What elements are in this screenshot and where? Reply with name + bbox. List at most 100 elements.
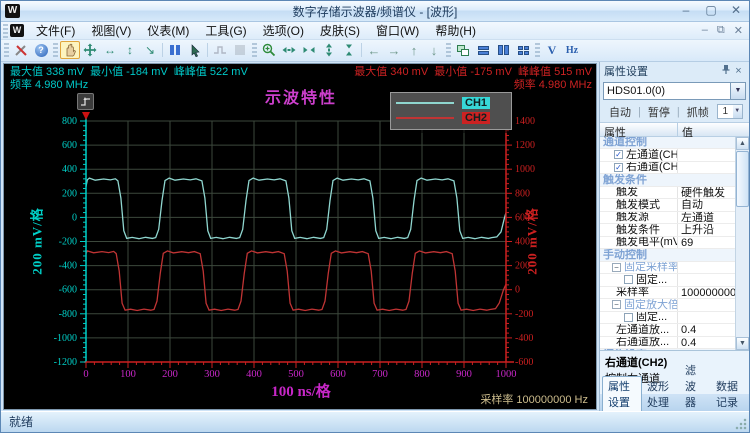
- pan-right-button[interactable]: →: [387, 42, 401, 58]
- instrument-config-button[interactable]: [11, 41, 31, 59]
- toolbar-grip-5[interactable]: [535, 43, 540, 58]
- checkbox-checked[interactable]: ✓: [614, 150, 623, 160]
- menu-item-3[interactable]: 仪表(M): [147, 23, 190, 38]
- menu-item-1[interactable]: 文件(F): [36, 23, 76, 38]
- pan-down-button[interactable]: ↓: [430, 42, 438, 58]
- property-row-prop[interactable]: 触发模式 自动: [600, 199, 749, 212]
- scroll-down-icon[interactable]: ▼: [736, 336, 749, 350]
- property-value[interactable]: 69: [681, 236, 694, 249]
- single-capture-button[interactable]: [210, 41, 230, 59]
- menubar-grip[interactable]: [3, 23, 8, 38]
- help-button[interactable]: ?: [31, 41, 51, 59]
- arrange-grid-button[interactable]: [513, 41, 533, 59]
- scrollbar[interactable]: ▲ ▼: [735, 136, 749, 350]
- checkbox-unchecked[interactable]: [624, 312, 633, 322]
- checkbox-unchecked[interactable]: [624, 275, 633, 285]
- device-select[interactable]: HDS01.0(0) ▼: [603, 81, 746, 100]
- menu-item-8[interactable]: 帮助(H): [435, 23, 476, 38]
- move-button[interactable]: [80, 41, 100, 59]
- property-row-prop[interactable]: 右通道放... 0.4: [600, 336, 749, 350]
- pan-up-button[interactable]: ↑: [410, 42, 418, 58]
- mdi-restore-button[interactable]: ⧉: [716, 24, 725, 37]
- panel-tab-3[interactable]: 滤波器: [685, 364, 696, 409]
- resize-grip[interactable]: [735, 417, 747, 430]
- grab-frames-button[interactable]: 抓帧: [686, 106, 709, 119]
- property-value[interactable]: 上升沿: [681, 224, 714, 236]
- waveform-plot[interactable]: 800 600 400 200 0 -200 -400 -600 -800 -1000 -1200 1…: [4, 64, 598, 411]
- auto-button[interactable]: 自动: [609, 106, 631, 119]
- scroll-up-icon[interactable]: ▲: [736, 136, 749, 150]
- pan-button[interactable]: [60, 41, 80, 60]
- cascade-windows-button[interactable]: [453, 41, 473, 59]
- expand-horizontal-button[interactable]: [279, 41, 299, 59]
- property-value[interactable]: 100000000: [681, 286, 737, 299]
- panel-close-icon[interactable]: ×: [735, 64, 742, 77]
- property-row-prop[interactable]: 触发电平(mV) 69: [600, 236, 749, 250]
- panel-tab-4[interactable]: 数据记录: [716, 380, 738, 409]
- panel-tab-1[interactable]: 属性设置: [602, 375, 642, 411]
- tile-horizontal-button[interactable]: [473, 41, 493, 59]
- expand-vertical-button[interactable]: [319, 41, 339, 59]
- property-row-check[interactable]: ✓右通道(CH2): [600, 161, 749, 175]
- scroll-vertical-button[interactable]: ↕: [127, 43, 133, 58]
- scroll-diagonal-button[interactable]: ↘: [144, 43, 156, 58]
- menu-item-6[interactable]: 皮肤(S): [319, 23, 360, 38]
- menu-item-2[interactable]: 视图(V): [91, 23, 132, 38]
- toolbar-grip-4[interactable]: [446, 43, 451, 58]
- collapse-icon[interactable]: −: [612, 262, 621, 272]
- voltage-view-button[interactable]: V: [542, 41, 562, 59]
- maximize-button[interactable]: ▢: [705, 3, 717, 17]
- property-value[interactable]: 左通道: [681, 211, 714, 224]
- frequency-view-button[interactable]: Hz: [562, 41, 582, 59]
- property-value[interactable]: 0.4: [681, 336, 697, 349]
- shrink-vertical-button[interactable]: [339, 41, 359, 59]
- property-value[interactable]: 自动: [681, 199, 703, 211]
- oscilloscope-chart[interactable]: 800 600 400 200 0 -200 -400 -600 -800 -1000 -1200 1…: [3, 62, 598, 411]
- menu-item-4[interactable]: 工具(G): [205, 23, 247, 38]
- stop-capture-button[interactable]: [230, 41, 250, 59]
- chevron-down-icon[interactable]: ▼: [730, 82, 745, 99]
- panel-tab-2[interactable]: 波形处理: [647, 380, 669, 409]
- mdi-child-icon[interactable]: W: [10, 24, 24, 38]
- scroll-horizontal-button[interactable]: ↔: [104, 43, 116, 58]
- property-row-prop[interactable]: 采样率 100000000: [600, 286, 749, 300]
- property-row-check[interactable]: 固定...: [600, 274, 749, 287]
- property-row-prop[interactable]: 触发条件 上升沿: [600, 224, 749, 237]
- toolbar-grip-2[interactable]: [53, 43, 58, 58]
- pan-left-button[interactable]: ←: [367, 42, 381, 58]
- property-row-group[interactable]: 探头设定: [600, 349, 749, 350]
- toolbar-grip-1[interactable]: [4, 43, 9, 58]
- property-row-check[interactable]: ✓左通道(CH1): [600, 149, 749, 162]
- pause-button[interactable]: 暂停: [647, 106, 670, 119]
- frame-count-spinner[interactable]: 1 ▼: [716, 104, 743, 120]
- property-row-group[interactable]: 手动控制: [600, 249, 749, 262]
- chevron-down-icon[interactable]: ▼: [732, 105, 742, 119]
- property-row-subgroup[interactable]: − 固定采样率: [600, 261, 749, 275]
- property-row-group[interactable]: 通道控制: [600, 136, 749, 150]
- cursor-button[interactable]: [185, 41, 205, 59]
- pin-icon[interactable]: [719, 64, 732, 77]
- property-value[interactable]: 硬件触发: [681, 186, 725, 199]
- shrink-horizontal-button[interactable]: [299, 41, 319, 59]
- checkbox-checked[interactable]: ✓: [614, 162, 623, 172]
- property-row-prop[interactable]: 左通道放... 0.4: [600, 324, 749, 337]
- trigger-edge-button[interactable]: [77, 92, 94, 110]
- tile-vertical-button[interactable]: [493, 41, 513, 59]
- minimize-button[interactable]: –: [682, 3, 690, 17]
- toolbar-grip-3[interactable]: [252, 43, 257, 58]
- property-row-prop[interactable]: 触发 硬件触发: [600, 186, 749, 200]
- menu-item-7[interactable]: 窗口(W): [375, 23, 420, 38]
- mdi-minimize-button[interactable]: –: [701, 24, 708, 37]
- mdi-close-button[interactable]: ✕: [733, 25, 743, 38]
- menu-item-5[interactable]: 选项(O): [262, 23, 304, 38]
- zoom-in-button[interactable]: [259, 41, 279, 59]
- property-value[interactable]: 0.4: [681, 324, 697, 336]
- collapse-icon[interactable]: −: [612, 300, 621, 310]
- scrollbar-thumb[interactable]: [736, 150, 749, 207]
- property-row-subgroup[interactable]: −固定放大倍数: [600, 299, 749, 312]
- split-view-button[interactable]: [165, 41, 185, 59]
- chart-legend[interactable]: CH1 CH2: [390, 91, 512, 130]
- close-button[interactable]: ✕: [730, 3, 742, 17]
- property-row-check[interactable]: 固定...: [600, 311, 749, 325]
- property-row-prop[interactable]: 触发源 左通道: [600, 211, 749, 225]
